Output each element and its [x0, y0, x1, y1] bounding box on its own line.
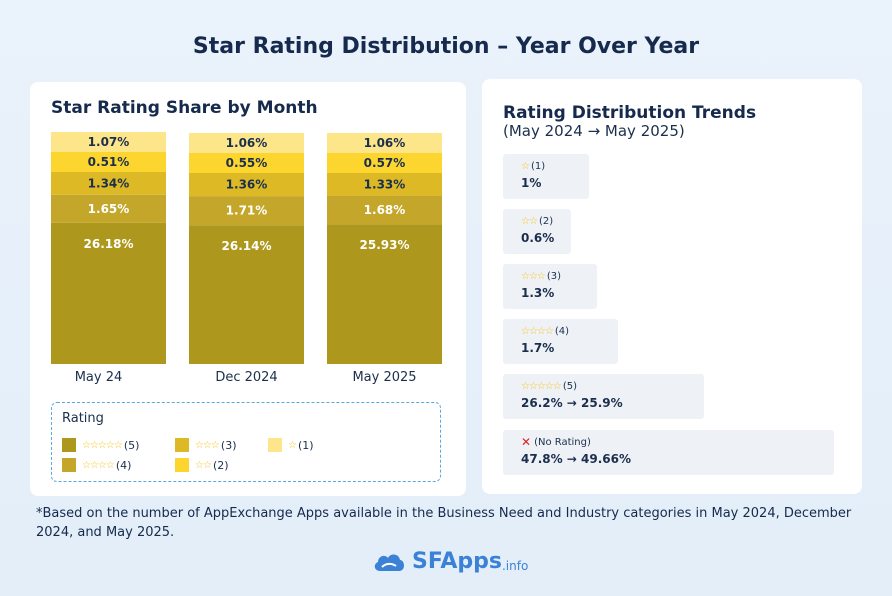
bar-segment [327, 195, 442, 225]
trend-label-1: (1) [530, 160, 546, 172]
trend-head-4: ☆☆☆☆ (4) [521, 324, 618, 338]
bar-segment [327, 224, 442, 364]
trend-value-2: 0.6% [521, 231, 555, 245]
legend-label-5: (5) [123, 438, 140, 452]
trend-head-1: ☆ (1) [521, 159, 589, 173]
legend-swatch-3 [175, 438, 189, 452]
data-label: 1.07% [88, 135, 130, 149]
bar-segment [327, 153, 442, 173]
trend-item-5: ☆☆☆☆☆ (5) 26.2% → 25.9% [503, 374, 704, 419]
bar-segment [51, 172, 166, 195]
bar-segment [327, 173, 442, 196]
legend-item-5: ☆☆☆☆☆ (5) [62, 438, 139, 452]
trend-item-1: ☆ (1) 1% [503, 154, 589, 199]
trend-label-3: (3) [546, 270, 562, 282]
legend-label-3: (3) [220, 438, 237, 452]
data-label: 1.65% [88, 202, 130, 216]
bar-segment [51, 132, 166, 152]
cloud-icon [374, 553, 404, 571]
data-label: 1.68% [364, 203, 406, 217]
legend-swatch-2 [175, 458, 189, 472]
data-label: 0.57% [364, 156, 406, 170]
bar-segment [51, 222, 166, 364]
legend-stars-3: ☆☆☆ [195, 439, 220, 451]
chart-legend: Rating ☆☆☆☆☆ (5) ☆☆☆☆ (4) ☆☆☆ (3) ☆☆ (2)… [51, 402, 441, 482]
trend-head-2: ☆☆ (2) [521, 214, 571, 228]
data-label: 1.71% [226, 204, 268, 218]
bar-segment [51, 152, 166, 172]
page-title: Star Rating Distribution – Year Over Yea… [192, 34, 700, 59]
legend-stars-5: ☆☆☆☆☆ [82, 439, 123, 451]
trend-value-4: 1.7% [521, 341, 555, 355]
bar-segment [327, 133, 442, 153]
data-label: 26.18% [84, 237, 134, 251]
bar-segment [51, 194, 166, 223]
trends-subtitle: (May 2024 → May 2025) [503, 122, 685, 140]
trend-value-1: 1% [521, 176, 542, 190]
close-icon: ✕ [521, 435, 532, 449]
stacked-bar-chart: 26.18% 1.65% 1.34% 0.51% 1.07% May 24 26.14% 1.… [51, 132, 442, 385]
data-label: 1.33% [364, 177, 406, 191]
star-icon: ☆☆☆☆ [521, 325, 554, 337]
legend-item-1: ☆ (1) [268, 438, 314, 452]
bar-segment [189, 225, 304, 364]
star-icon: ☆ [521, 160, 530, 172]
trend-label-4: (4) [554, 325, 570, 337]
bar-segment [189, 153, 304, 173]
trend-item-3: ☆☆☆ (3) 1.3% [503, 264, 597, 309]
trend-value-no-rating: 47.8% → 49.66% [521, 452, 632, 466]
trend-label-no-rating: (No Rating) [534, 436, 591, 448]
data-label: 26.14% [222, 239, 272, 253]
legend-label-1: (1) [297, 438, 314, 452]
trend-item-no-rating: ✕ (No Rating) 47.8% → 49.66% [503, 430, 834, 475]
legend-item-4: ☆☆☆☆ (4) [62, 458, 131, 472]
legend-title: Rating [62, 411, 104, 426]
legend-item-3: ☆☆☆ (3) [175, 438, 237, 452]
legend-stars-1: ☆ [288, 439, 297, 451]
trend-label-2: (2) [538, 215, 554, 227]
chart-card: Star Rating Share by Month 26.18% 1.65% 1.… [30, 82, 466, 496]
brand-suffix: .info [501, 558, 529, 573]
data-label: 25.93% [360, 238, 410, 252]
trend-value-3: 1.3% [521, 286, 555, 300]
trends-card: Rating Distribution Trends (May 2024 → M… [482, 79, 862, 494]
data-label: 1.36% [226, 178, 268, 192]
legend-item-2: ☆☆ (2) [175, 458, 229, 472]
category-label: May 24 [75, 370, 123, 385]
trend-value-5: 26.2% → 25.9% [521, 396, 623, 410]
chart-title: Star Rating Share by Month [51, 98, 318, 118]
category-label: Dec 2024 [215, 370, 277, 385]
star-icon: ☆☆☆ [521, 270, 546, 282]
legend-stars-2: ☆☆ [195, 459, 212, 471]
trend-head-3: ☆☆☆ (3) [521, 269, 597, 283]
bar-segment [189, 173, 304, 197]
trend-head-5: ☆☆☆☆☆ (5) [521, 379, 704, 393]
trend-label-5: (5) [562, 380, 577, 392]
legend-stars-4: ☆☆☆☆ [82, 459, 115, 471]
legend-label-4: (4) [115, 458, 132, 472]
legend-swatch-4 [62, 458, 76, 472]
trend-item-2: ☆☆ (2) 0.6% [503, 209, 571, 254]
trends-title: Rating Distribution Trends [503, 103, 757, 123]
trend-item-4: ☆☆☆☆ (4) 1.7% [503, 319, 618, 364]
bar-segment [189, 196, 304, 226]
data-label: 1.06% [226, 136, 268, 150]
legend-swatch-1 [268, 438, 282, 452]
bar-segment [189, 133, 304, 153]
data-label: 1.34% [88, 176, 130, 190]
category-label: May 2025 [352, 370, 416, 385]
legend-swatch-5 [62, 438, 76, 452]
star-icon: ☆☆☆☆☆ [521, 380, 562, 392]
brand-logo: SFApps .info [372, 549, 528, 574]
trend-head-no-rating: ✕ (No Rating) [521, 435, 834, 449]
data-label: 0.55% [226, 156, 268, 170]
footnote: *Based on the number of AppExchange Apps… [36, 506, 852, 540]
brand-name: SFApps [412, 549, 502, 574]
legend-label-2: (2) [212, 458, 229, 472]
data-label: 1.06% [364, 136, 406, 150]
star-icon: ☆☆ [521, 215, 538, 227]
data-label: 0.51% [88, 155, 130, 169]
